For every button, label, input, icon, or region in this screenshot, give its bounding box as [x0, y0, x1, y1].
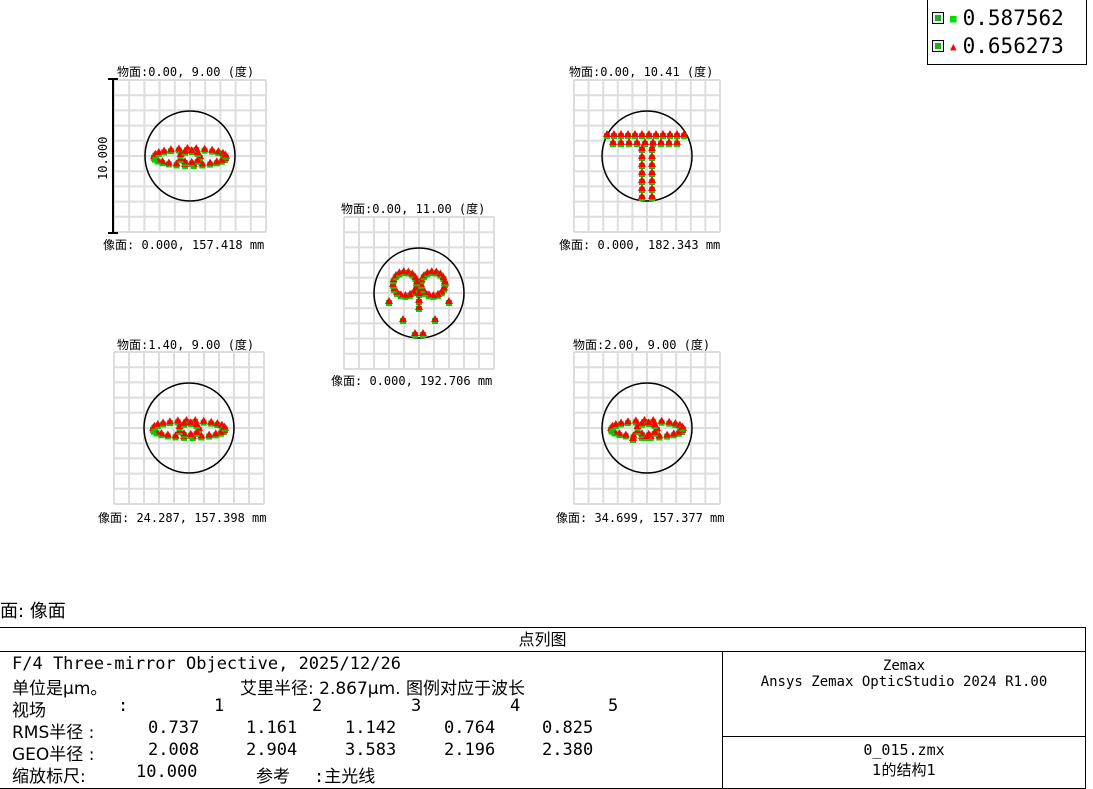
rms-4: 0.764: [444, 718, 496, 738]
geo-2: 2.904: [246, 740, 298, 760]
plot-2-image-label: 像面: 0.000, 182.343 mm: [559, 238, 721, 252]
spot-plot-1: [113, 79, 267, 233]
checkbox-icon[interactable]: [932, 40, 944, 52]
field-label: 视场: [12, 701, 46, 721]
product-name: Ansys Zemax OpticStudio 2024 R1.00: [760, 674, 1048, 690]
field-5: 5: [608, 696, 619, 716]
info-header-line: F/4 Three-mirror Objective, 2025/12/26: [12, 654, 401, 674]
company-name: Zemax: [882, 658, 926, 674]
spot-plot-3: [343, 216, 495, 370]
scale-label: 缩放标尺:: [12, 767, 86, 787]
info-title: 点列图: [0, 628, 1085, 652]
plot-1-image-label: 像面: 0.000, 157.418 mm: [103, 238, 265, 252]
square-marker-icon: ■: [950, 11, 957, 25]
configuration: 1的结构1: [871, 761, 937, 779]
plot-4-object-label: 物面:1.40, 9.00 (度): [117, 338, 255, 352]
surface-label: 面: 像面: [0, 601, 66, 622]
spot-plot-4: [113, 351, 265, 505]
legend-entry-1: ■ 0.587562: [932, 4, 1064, 32]
spot-plot-2: [573, 79, 721, 233]
plot-3-object-label: 物面:0.00, 11.00 (度): [341, 202, 486, 216]
geo-3: 3.583: [345, 740, 397, 760]
info-box: 点列图 F/4 Three-mirror Objective, 2025/12/…: [0, 627, 1086, 789]
field-4: 4: [510, 696, 521, 716]
scale-bar: [112, 78, 114, 234]
plot-1-object-label: 物面:0.00, 9.00 (度): [117, 65, 255, 79]
plot-5-image-label: 像面: 34.699, 157.377 mm: [556, 511, 725, 525]
scale-value: 10.000: [136, 762, 198, 782]
scale-bar-cap: [108, 78, 118, 80]
wavelength-legend: ■ 0.587562 ▲ 0.656273: [927, 0, 1087, 65]
plot-5-object-label: 物面:2.00, 9.00 (度): [573, 338, 711, 352]
rms-3: 1.142: [345, 718, 397, 738]
rms-2: 1.161: [246, 718, 298, 738]
rms-1: 0.737: [148, 718, 200, 738]
rms-5: 0.825: [542, 718, 594, 738]
field-2: 2: [312, 696, 323, 716]
field-1: 1: [214, 696, 225, 716]
scale-bar-cap: [108, 232, 118, 234]
geo-1: 2.008: [148, 740, 200, 760]
legend-value: 0.587562: [962, 6, 1064, 30]
info-file-panel: 0_015.zmx 1的结构1: [723, 737, 1085, 788]
legend-value: 0.656273: [962, 34, 1064, 58]
legend-entry-2: ▲ 0.656273: [932, 32, 1064, 60]
scale-bar-label: 10.000: [96, 136, 110, 180]
info-left-panel: F/4 Three-mirror Objective, 2025/12/26 单…: [0, 652, 723, 788]
rms-label: RMS半径 :: [12, 723, 95, 743]
airy-radius-text: 艾里半径: 2.867µm. 图例对应于波长: [240, 679, 525, 699]
spot-plot-5: [573, 351, 721, 505]
units-text: 单位是µm。: [12, 679, 108, 699]
triangle-marker-icon: ▲: [950, 39, 957, 53]
file-name: 0_015.zmx: [863, 741, 945, 759]
reference-label: 参考: [256, 767, 290, 787]
field-3: 3: [411, 696, 422, 716]
checkbox-icon[interactable]: [932, 12, 944, 24]
plot-2-object-label: 物面:0.00, 10.41 (度): [569, 65, 714, 79]
info-company-panel: Zemax Ansys Zemax OpticStudio 2024 R1.00: [723, 652, 1085, 737]
reference-value: :主光线: [314, 767, 376, 787]
field-colon: :: [118, 696, 129, 716]
geo-5: 2.380: [542, 740, 594, 760]
plot-3-image-label: 像面: 0.000, 192.706 mm: [331, 374, 493, 388]
geo-label: GEO半径 :: [12, 745, 95, 765]
plot-4-image-label: 像面: 24.287, 157.398 mm: [98, 511, 267, 525]
geo-4: 2.196: [444, 740, 496, 760]
